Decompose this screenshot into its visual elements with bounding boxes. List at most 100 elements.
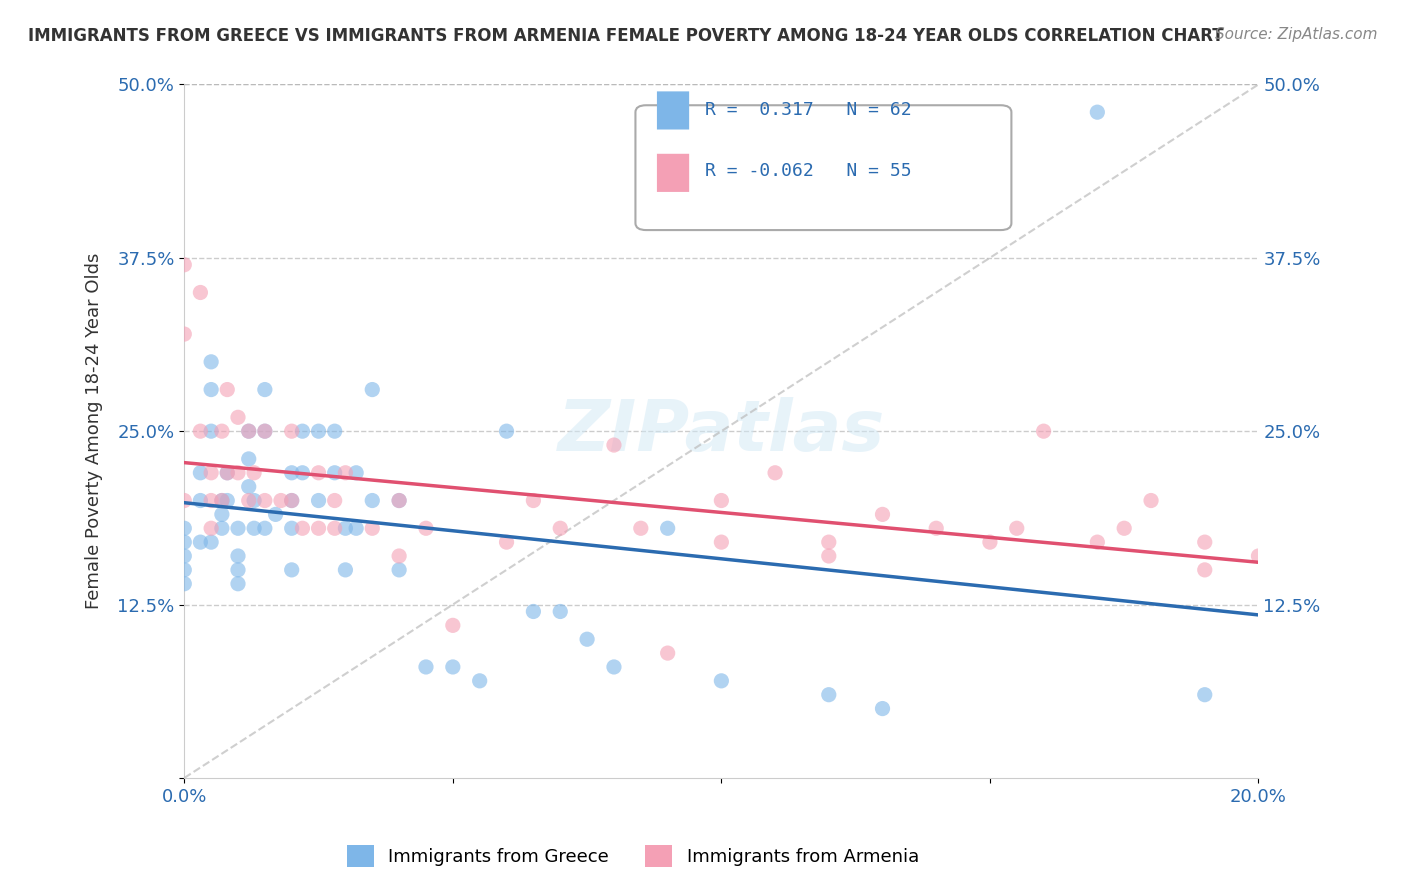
Point xyxy=(226,410,249,425)
Point xyxy=(253,521,276,535)
Point xyxy=(200,466,222,480)
Legend: Immigrants from Greece, Immigrants from Armenia: Immigrants from Greece, Immigrants from … xyxy=(339,838,927,874)
Point xyxy=(308,493,330,508)
Point xyxy=(323,521,346,535)
Point xyxy=(344,466,367,480)
Point xyxy=(200,535,222,549)
Point xyxy=(270,493,292,508)
Point xyxy=(280,493,302,508)
Point xyxy=(173,563,195,577)
Point xyxy=(1194,535,1216,549)
Point xyxy=(173,521,195,535)
Point xyxy=(190,535,212,549)
Point xyxy=(323,424,346,438)
Point xyxy=(211,424,233,438)
Point xyxy=(211,493,233,508)
Point xyxy=(291,424,314,438)
Point xyxy=(548,521,571,535)
Point xyxy=(603,438,626,452)
Point xyxy=(173,576,195,591)
Point xyxy=(441,618,464,632)
Point xyxy=(1247,549,1270,563)
Point xyxy=(200,355,222,369)
Text: R =  0.317   N = 62: R = 0.317 N = 62 xyxy=(706,101,912,120)
Point xyxy=(200,424,222,438)
Point xyxy=(308,424,330,438)
Point xyxy=(190,493,212,508)
Point xyxy=(1194,688,1216,702)
Point xyxy=(872,508,894,522)
Point xyxy=(211,493,233,508)
FancyBboxPatch shape xyxy=(636,105,1011,230)
Point xyxy=(226,521,249,535)
Point xyxy=(1005,521,1028,535)
Point xyxy=(344,521,367,535)
Point xyxy=(603,660,626,674)
Point xyxy=(817,535,839,549)
Point xyxy=(361,493,384,508)
Point xyxy=(872,701,894,715)
Point xyxy=(243,521,266,535)
Point xyxy=(238,480,260,494)
Point xyxy=(388,549,411,563)
Point xyxy=(630,521,652,535)
Point xyxy=(280,563,302,577)
Point xyxy=(323,493,346,508)
Point xyxy=(217,493,239,508)
Point xyxy=(1114,521,1136,535)
Point xyxy=(1085,535,1108,549)
Point xyxy=(211,508,233,522)
Point xyxy=(173,493,195,508)
Point xyxy=(468,673,491,688)
Point xyxy=(173,535,195,549)
Point xyxy=(280,493,302,508)
Point xyxy=(253,424,276,438)
Point xyxy=(243,493,266,508)
Point xyxy=(441,660,464,674)
Point xyxy=(243,466,266,480)
Point xyxy=(576,632,599,647)
Point xyxy=(226,466,249,480)
Point xyxy=(335,563,357,577)
Point xyxy=(190,424,212,438)
Point xyxy=(211,521,233,535)
Point xyxy=(173,258,195,272)
Point xyxy=(200,493,222,508)
Point xyxy=(817,688,839,702)
Point xyxy=(925,521,948,535)
Point xyxy=(335,466,357,480)
Point xyxy=(253,424,276,438)
Point xyxy=(226,576,249,591)
Point xyxy=(217,466,239,480)
Point xyxy=(979,535,1001,549)
Point xyxy=(1140,493,1163,508)
Point xyxy=(817,549,839,563)
Point xyxy=(291,466,314,480)
Point xyxy=(217,383,239,397)
Point xyxy=(710,535,733,549)
Point xyxy=(173,549,195,563)
Point xyxy=(522,605,544,619)
Point xyxy=(495,535,517,549)
Point xyxy=(1085,105,1108,120)
Point xyxy=(226,549,249,563)
Point xyxy=(710,673,733,688)
Point xyxy=(495,424,517,438)
Point xyxy=(388,563,411,577)
Point xyxy=(217,466,239,480)
Point xyxy=(657,521,679,535)
Point xyxy=(710,493,733,508)
Point xyxy=(238,424,260,438)
Point xyxy=(657,646,679,660)
Point xyxy=(1032,424,1054,438)
Point xyxy=(238,451,260,466)
Point xyxy=(190,285,212,300)
Point xyxy=(415,660,437,674)
Point xyxy=(388,493,411,508)
Point xyxy=(238,424,260,438)
Point xyxy=(280,466,302,480)
Point xyxy=(522,493,544,508)
Text: R = -0.062   N = 55: R = -0.062 N = 55 xyxy=(706,162,912,180)
Point xyxy=(264,508,287,522)
Point xyxy=(280,521,302,535)
